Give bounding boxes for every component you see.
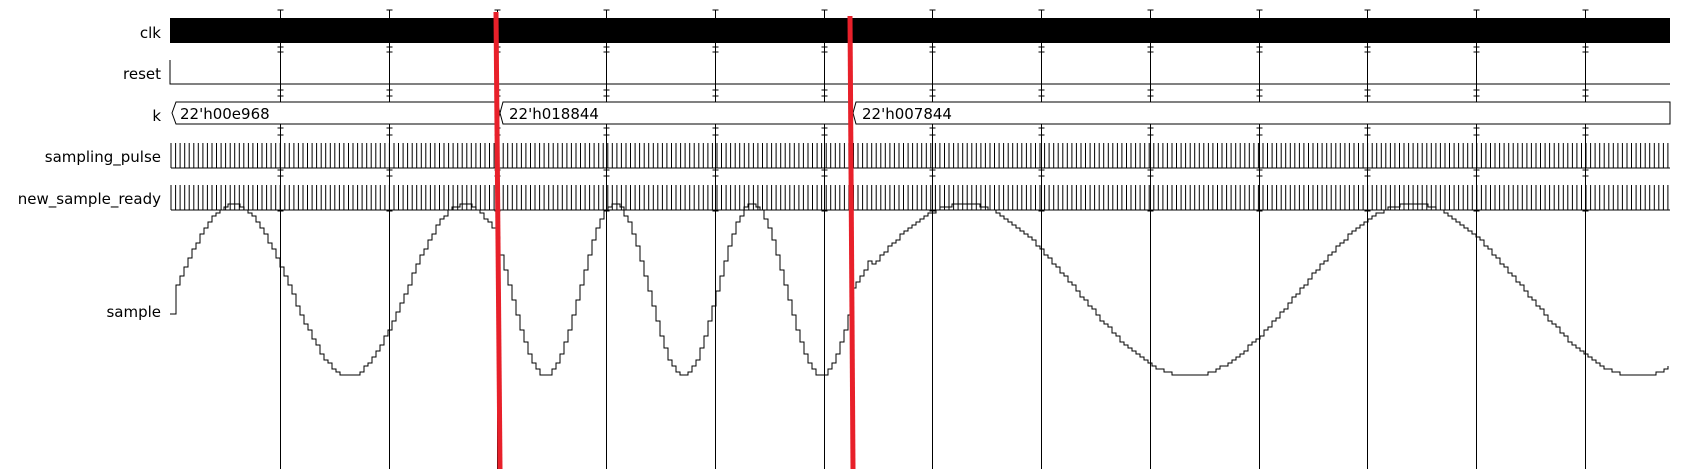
reset-waveform[interactable] [169,60,1670,85]
sampling-pulse-waveform[interactable] [170,143,1670,169]
signal-name-sampling-pulse[interactable]: sampling_pulse [45,148,161,167]
new-sample-ready-waveform[interactable] [170,185,1670,211]
signal-name-new-sample-ready[interactable]: new_sample_ready [18,190,161,209]
clk-waveform[interactable] [170,18,1670,43]
k-value-3: 22'h007844 [862,105,952,123]
signal-names: clk reset k sampling_pulse new_sample_re… [18,24,162,321]
signal-name-k[interactable]: k [152,107,161,125]
signal-name-clk[interactable]: clk [140,24,161,42]
k-value-1: 22'h00e968 [180,105,270,123]
signal-name-reset[interactable]: reset [123,65,161,83]
sample-waveform[interactable] [170,203,1669,376]
time-marker-1[interactable] [493,11,503,469]
signal-name-sample[interactable]: sample [106,303,161,321]
k-value-2: 22'h018844 [509,105,599,123]
time-marker-2[interactable] [847,15,856,469]
time-grid [280,10,1586,469]
k-bus-waveform[interactable]: 22'h00e968 22'h018844 22'h007844 [171,101,1671,125]
